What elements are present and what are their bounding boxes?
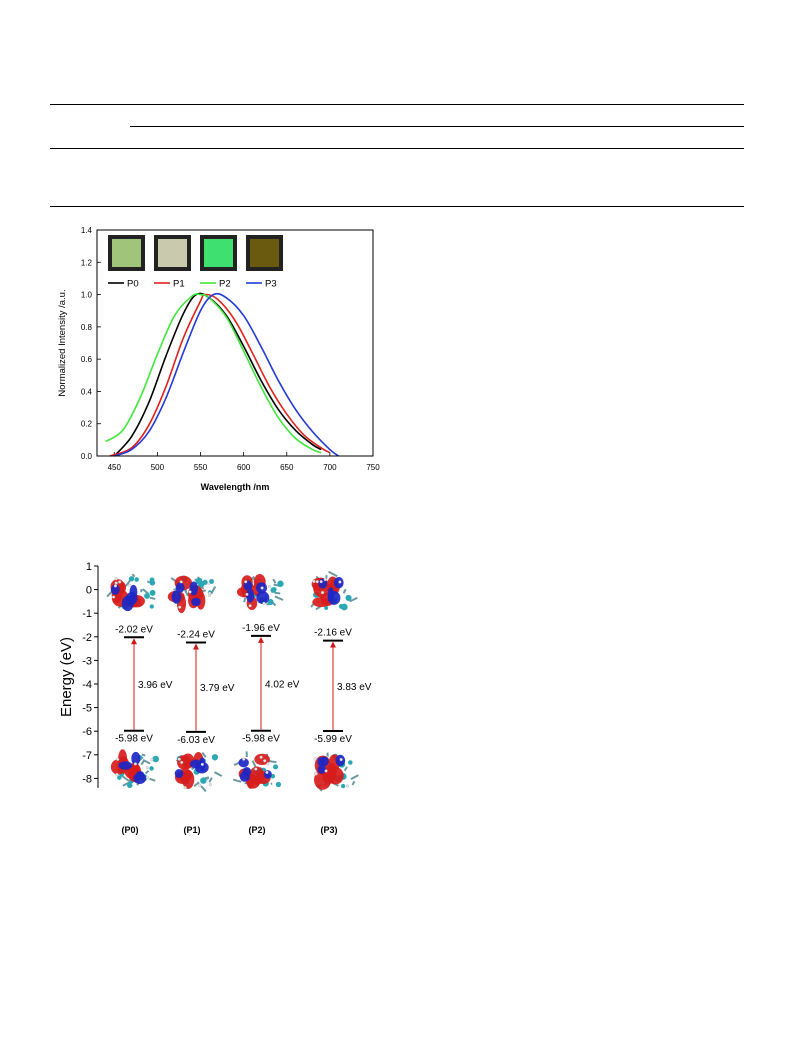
homo-orbital-image xyxy=(174,751,223,793)
plot-frame xyxy=(96,229,374,457)
energy-column-2: -1.96 eV -5.98 eV 4.02 eV (P2) xyxy=(232,574,300,835)
lumo-orbital-image xyxy=(167,575,217,614)
gap-energy-label: 3.96 eV xyxy=(138,680,173,691)
lumo-energy-label: -1.96 eV xyxy=(242,623,280,634)
energy-tick-label: -3 xyxy=(82,655,92,667)
series-line-p3 xyxy=(113,292,339,457)
sample-photo-fill xyxy=(204,239,233,267)
energy-tick-label: -8 xyxy=(82,773,92,785)
energy-tick-label: -5 xyxy=(82,703,92,715)
energy-tick-label: -1 xyxy=(82,608,92,620)
x-tick-label: 500 xyxy=(151,463,165,472)
energy-axis-label: Energy (eV) xyxy=(58,637,75,717)
y-tick-label: 0.0 xyxy=(81,452,93,461)
x-tick-label: 650 xyxy=(280,463,294,472)
sample-photo-fill xyxy=(112,239,141,267)
compound-label: (P3) xyxy=(320,825,337,835)
homo-orbital-image xyxy=(232,751,282,789)
y-tick-label: 1.4 xyxy=(81,226,93,235)
homo-energy-label: -6.03 eV xyxy=(177,735,215,746)
y-tick-label: 1.0 xyxy=(81,291,93,300)
homo-orbital-image xyxy=(110,749,159,788)
compound-label: (P0) xyxy=(121,825,138,835)
homo-orbital-image xyxy=(313,752,359,792)
legend-label-p1: P1 xyxy=(173,279,185,290)
lumo-orbital-image xyxy=(310,570,358,611)
lumo-orbital-image xyxy=(236,574,284,611)
y-axis-label: Normalized Intensity /a.u. xyxy=(57,289,68,396)
y-tick-label: 0.4 xyxy=(81,387,93,396)
emission-spectra-chart: 450 500 550 600 650 700 750 0.0 0.2 0.4 0.6 0.8 1.0 1… xyxy=(57,226,380,492)
legend-label-p3: P3 xyxy=(265,279,277,290)
y-tick-label: 0.2 xyxy=(81,420,93,429)
energy-tick-label: -4 xyxy=(82,679,92,691)
table-header-rule xyxy=(50,148,744,149)
homo-energy-label: -5.98 eV xyxy=(242,734,280,745)
lumo-energy-label: -2.16 eV xyxy=(314,628,352,639)
y-tick-label: 0.6 xyxy=(81,355,93,364)
energy-tick-label: 0 xyxy=(86,585,92,597)
y-tick-label: 1.2 xyxy=(81,258,93,267)
table-sub-rule xyxy=(130,126,744,127)
legend-label-p0: P0 xyxy=(127,279,139,290)
x-tick-label: 600 xyxy=(237,463,251,472)
legend-label-p2: P2 xyxy=(219,279,231,290)
lumo-energy-label: -2.02 eV xyxy=(115,624,153,635)
energy-column-0: -2.02 eV -5.98 eV 3.96 eV (P0) xyxy=(106,573,173,835)
lumo-energy-label: -2.24 eV xyxy=(177,629,215,640)
energy-column-3: -2.16 eV -5.99 eV 3.83 eV (P3) xyxy=(310,570,372,835)
homo-energy-label: -5.99 eV xyxy=(314,734,352,745)
energy-tick-label: -7 xyxy=(82,750,92,762)
sample-photo-fill xyxy=(158,239,187,267)
energy-tick-label: -2 xyxy=(82,632,92,644)
x-tick-label: 700 xyxy=(323,463,337,472)
energy-tick-label: 1 xyxy=(86,561,92,573)
energy-level-diagram: 1 0 -1 -2 -3 -4 -5 -6 -7 -8 -2.02 eV -5.98 eV 3.96 … xyxy=(58,561,372,835)
x-tick-label: 550 xyxy=(194,463,208,472)
series-line-p1 xyxy=(109,293,331,457)
x-tick-label: 450 xyxy=(108,463,122,472)
series-line-p2 xyxy=(105,293,322,454)
y-tick-label: 0.8 xyxy=(81,323,93,332)
x-axis-label: Wavelength /nm xyxy=(201,482,270,492)
compound-label: (P1) xyxy=(183,825,200,835)
homo-energy-label: -5.98 eV xyxy=(115,734,153,745)
table-bottom-rule xyxy=(50,206,744,207)
x-tick-label: 750 xyxy=(366,463,380,472)
table-top-rule xyxy=(50,104,744,105)
gap-energy-label: 4.02 eV xyxy=(265,679,300,690)
gap-energy-label: 3.79 eV xyxy=(200,683,235,694)
compound-label: (P2) xyxy=(248,825,265,835)
energy-tick-label: -6 xyxy=(82,726,92,738)
sample-photo-fill xyxy=(250,239,279,267)
energy-column-1: -2.24 eV -6.03 eV 3.79 eV (P1) xyxy=(167,575,235,835)
lumo-orbital-image xyxy=(106,573,156,612)
gap-energy-label: 3.83 eV xyxy=(337,682,372,693)
